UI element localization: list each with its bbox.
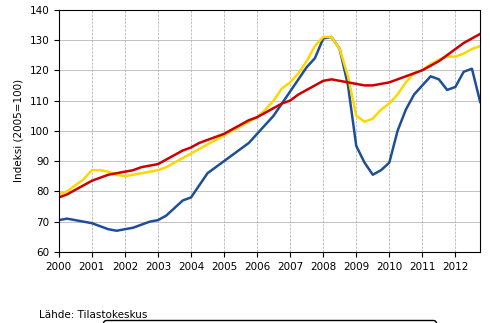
Tukkukauppa: [337, 47, 343, 51]
Tukkukauppa: [205, 142, 211, 146]
Tukkukauppa: [452, 55, 458, 58]
Vähittäiskauppa: [477, 32, 483, 36]
Autokauppa: [477, 100, 483, 104]
Tukkukauppa: [254, 115, 260, 119]
Y-axis label: Indeksi (2005=100): Indeksi (2005=100): [14, 79, 24, 182]
Vähittäiskauppa: [328, 78, 334, 81]
Text: Lähde: Tilastokeskus: Lähde: Tilastokeskus: [39, 310, 147, 320]
Tukkukauppa: [477, 44, 483, 48]
Tukkukauppa: [320, 35, 326, 39]
Autokauppa: [287, 89, 293, 93]
Line: Autokauppa: Autokauppa: [59, 37, 480, 231]
Autokauppa: [114, 229, 120, 233]
Vähittäiskauppa: [205, 138, 211, 142]
Vähittäiskauppa: [254, 115, 260, 119]
Autokauppa: [328, 35, 334, 39]
Vähittäiskauppa: [444, 53, 450, 57]
Vähittäiskauppa: [89, 179, 95, 183]
Legend: Autokauppa, Tukkukauppa, Vähittäiskauppa: Autokauppa, Tukkukauppa, Vähittäiskauppa: [103, 320, 436, 323]
Vähittäiskauppa: [312, 83, 318, 87]
Tukkukauppa: [89, 168, 95, 172]
Tukkukauppa: [56, 193, 62, 196]
Line: Vähittäiskauppa: Vähittäiskauppa: [59, 34, 480, 197]
Autokauppa: [56, 218, 62, 222]
Vähittäiskauppa: [56, 195, 62, 199]
Autokauppa: [263, 123, 269, 127]
Autokauppa: [320, 36, 326, 40]
Tukkukauppa: [312, 44, 318, 48]
Autokauppa: [89, 221, 95, 225]
Autokauppa: [213, 165, 219, 169]
Autokauppa: [345, 83, 351, 87]
Line: Tukkukauppa: Tukkukauppa: [59, 37, 480, 194]
